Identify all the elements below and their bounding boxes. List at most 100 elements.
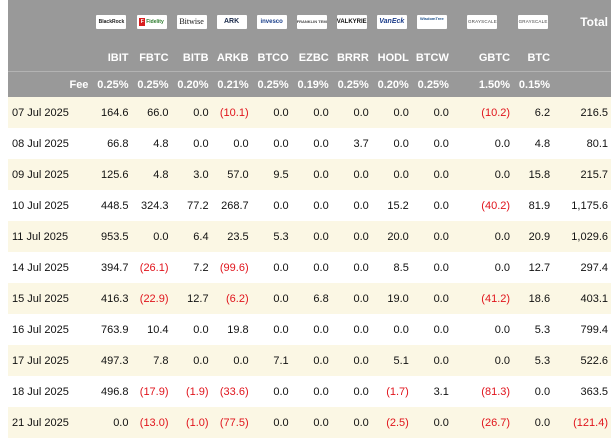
row-total: 80.1 [553, 128, 611, 159]
table-row: 10 Jul 2025 448.5 324.3 77.2 268.7 0.0 0.0 0.0 1… [8, 190, 611, 221]
fidelity-logo: Fidelity [136, 15, 167, 29]
ticker-header-btcw[interactable]: BTCW [411, 44, 452, 72]
flow-cell: 0.0 [451, 221, 514, 252]
flow-cell: 0.0 [331, 159, 372, 190]
fee-cell: 0.25% [251, 71, 292, 97]
row-date: 17 Jul 2025 [8, 345, 92, 376]
ticker-header-ibit[interactable]: IBIT [91, 44, 132, 72]
flow-cell: 23.5 [211, 221, 252, 252]
flow-cell: 3.0 [171, 159, 212, 190]
flow-cell: 5.1 [371, 345, 412, 376]
blackrock-logo: BlackRock [96, 15, 127, 29]
row-date: 09 Jul 2025 [8, 159, 92, 190]
flow-cell: 0.0 [131, 221, 172, 252]
ticker-header-hodl[interactable]: HODL [371, 44, 412, 72]
flow-cell: (13.0) [131, 407, 172, 438]
ticker-header-btc[interactable]: BTC [513, 44, 554, 72]
flow-cell: 0.0 [291, 252, 332, 283]
row-total: 363.5 [553, 376, 611, 407]
row-total: 799.4 [553, 314, 611, 345]
flow-cell: 497.3 [91, 345, 132, 376]
grayscale-logo: GRAYSCALE [518, 15, 549, 29]
flow-cell: 0.0 [331, 376, 372, 407]
issuer-logo-cell: VALKYRIE [331, 0, 372, 44]
row-date: 15 Jul 2025 [8, 283, 92, 314]
flow-cell: 5.3 [251, 221, 292, 252]
row-total: 1,029.6 [553, 221, 611, 252]
issuer-logo-row: BlackRock Fidelity Bitwise ARK invesco FRANKL… [8, 0, 611, 44]
issuer-logo-cell: ARK [211, 0, 252, 44]
flow-cell: (10.1) [211, 97, 252, 128]
issuer-logo-cell: FRANKLIN TEMPLETON [291, 0, 332, 44]
flow-cell: (26.7) [451, 407, 514, 438]
fee-cell: 0.20% [171, 71, 212, 97]
flow-cell: 0.0 [411, 345, 452, 376]
fee-cell: 0.25% [331, 71, 372, 97]
table-row: 21 Jul 2025 0.0 (13.0) (1.0) (77.5) 0.0 0.0 0.0… [8, 407, 611, 438]
flow-cell: 0.0 [331, 314, 372, 345]
row-date: 11 Jul 2025 [8, 221, 92, 252]
flow-cell: 0.0 [171, 314, 212, 345]
flow-cell: 66.0 [131, 97, 172, 128]
flow-cell: 77.2 [171, 190, 212, 221]
flow-cell: 8.5 [371, 252, 412, 283]
flow-cell: 0.0 [411, 97, 452, 128]
etf-flows-table: BlackRock Fidelity Bitwise ARK invesco FRANKL… [8, 0, 611, 438]
flow-cell: 394.7 [91, 252, 132, 283]
flow-cell: 0.0 [371, 97, 412, 128]
flow-cell: 0.0 [331, 221, 372, 252]
row-total: 215.7 [553, 159, 611, 190]
flow-cell: 0.0 [513, 407, 554, 438]
flow-cell: 0.0 [331, 283, 372, 314]
flow-cell: 0.0 [451, 128, 514, 159]
ticker-header-arkb[interactable]: ARKB [211, 44, 252, 72]
ticker-header-brrr[interactable]: BRRR [331, 44, 372, 72]
flow-cell: 0.0 [251, 314, 292, 345]
corner-cell [8, 44, 92, 72]
flow-cell: 0.0 [411, 252, 452, 283]
flow-cell: 0.0 [291, 128, 332, 159]
flow-cell: 7.2 [171, 252, 212, 283]
flow-cell: 496.8 [91, 376, 132, 407]
ticker-header-bitb[interactable]: BITB [171, 44, 212, 72]
flow-cell: 7.8 [131, 345, 172, 376]
flow-cell: 0.0 [291, 190, 332, 221]
row-date: 16 Jul 2025 [8, 314, 92, 345]
ticker-header-btco[interactable]: BTCO [251, 44, 292, 72]
table-row: 08 Jul 2025 66.8 4.8 0.0 0.0 0.0 0.0 3.7 0.0 0.0 0… [8, 128, 611, 159]
flow-cell: 0.0 [91, 407, 132, 438]
flow-cell: 0.0 [371, 159, 412, 190]
flow-cell: 0.0 [411, 314, 452, 345]
flow-cell: 0.0 [291, 97, 332, 128]
flow-cell: (1.0) [171, 407, 212, 438]
flow-cell: 0.0 [251, 128, 292, 159]
table-row: 14 Jul 2025 394.7 (26.1) 7.2 (99.6) 0.0 0.0 0.0… [8, 252, 611, 283]
ticker-header-fbtc[interactable]: FBTC [131, 44, 172, 72]
row-total: 297.4 [553, 252, 611, 283]
fee-label: Fee [8, 71, 92, 97]
total-ticker-blank [553, 44, 611, 72]
flow-cell: (6.2) [211, 283, 252, 314]
ark-logo: ARK [216, 15, 247, 29]
row-total: (121.4) [553, 407, 611, 438]
row-total: 1,175.6 [553, 190, 611, 221]
flow-cell: 19.8 [211, 314, 252, 345]
ticker-header-ezbc[interactable]: EZBC [291, 44, 332, 72]
flow-cell: 763.9 [91, 314, 132, 345]
vaneck-logo: VanEck [376, 15, 407, 29]
flow-cell: 5.3 [513, 314, 554, 345]
flow-cell: 0.0 [513, 376, 554, 407]
total-header[interactable]: Total [553, 0, 611, 44]
flow-cell: (41.2) [451, 283, 514, 314]
flow-cell: (77.5) [211, 407, 252, 438]
ticker-header-gbtc[interactable]: GBTC [451, 44, 514, 72]
flow-cell: 57.0 [211, 159, 252, 190]
flow-cell: 0.0 [331, 252, 372, 283]
flow-cell: 0.0 [251, 376, 292, 407]
flow-cell: 0.0 [331, 190, 372, 221]
invesco-logo: invesco [256, 15, 287, 29]
flow-cell: 0.0 [331, 97, 372, 128]
issuer-logo-cell: BlackRock [91, 0, 132, 44]
flow-cell: 15.2 [371, 190, 412, 221]
table-row: 07 Jul 2025 164.6 66.0 0.0 (10.1) 0.0 0.0 0.0 0.… [8, 97, 611, 128]
